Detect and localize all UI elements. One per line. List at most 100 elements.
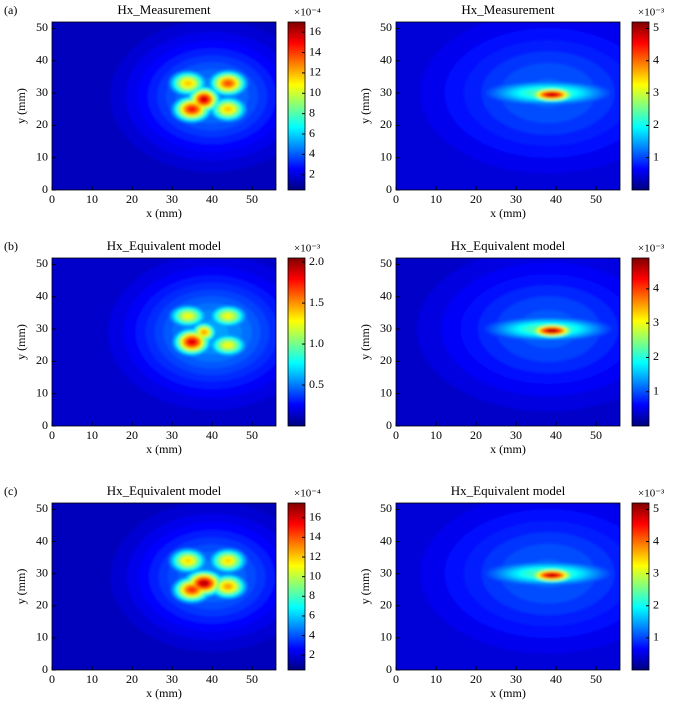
plot-frame [51,21,277,191]
y-tick-label: 0 [42,662,48,676]
colorbar-tick-label: 4 [653,53,659,67]
plot-frame [51,502,277,671]
colorbar-tick-label: 1 [653,383,659,397]
heatmap [396,503,620,670]
chart-title: Hx_Measurement [461,2,555,17]
colorbar-tick-label: 1.0 [309,336,324,350]
colorbar-tick-label: 2 [653,117,659,131]
heatmap-contour [550,94,554,96]
colorbar-tick-label: 4 [653,281,659,295]
chart-title: Hx_Equivalent model [107,238,222,253]
heatmap-contour [189,588,195,592]
x-tick-label: 30 [166,672,178,686]
x-axis-label: x (mm) [490,206,526,220]
x-tick-label: 30 [510,192,522,206]
x-tick-label: 10 [430,428,442,442]
heatmap [396,22,620,190]
heatmap-contour [186,82,190,85]
y-tick-label: 40 [380,53,392,67]
heatmap-contour [202,98,206,101]
colorbar-tick-label: 12 [309,65,321,79]
y-tick-label: 20 [36,598,48,612]
chart-title: Hx_Measurement [117,2,211,17]
y-axis-label: y (mm) [14,324,28,360]
colorbar-tick-label: 4 [309,627,315,641]
y-tick-label: 10 [380,149,392,163]
colorbar-tick-label: 3 [653,85,659,99]
colorbar [631,257,650,427]
colorbar-tick-label: 16 [309,24,321,38]
y-tick-label: 30 [380,565,392,579]
y-tick-label: 0 [386,662,392,676]
colorbar-tick-label: 2 [653,598,659,612]
x-tick-label: 40 [550,192,562,206]
heatmap [52,503,276,670]
y-tick-label: 0 [386,182,392,196]
x-tick-label: 40 [206,192,218,206]
y-tick-label: 50 [380,256,392,270]
x-tick-label: 20 [470,192,482,206]
colorbar-tick-label: 0.5 [309,377,324,391]
colorbar-tick-label: 1 [653,630,659,644]
chart: 0 10 20 30 40 50 0 10 20 30 40 50 x (mm) y (mm) Hx_Mea… [4,2,321,220]
chart-title: Hx_Equivalent model [451,483,566,498]
heatmap-contour [550,330,554,332]
chart: 0 10 20 30 40 50 0 10 20 30 40 50 x (mm) y (mm) Hx_Mea… [358,2,665,220]
x-tick-label: 50 [590,672,602,686]
y-axis-label: y (mm) [358,324,372,360]
y-tick-label: 30 [36,565,48,579]
y-tick-label: 30 [36,85,48,99]
y-tick-label: 0 [42,418,48,432]
y-tick-label: 10 [36,149,48,163]
panel-label: (c) [4,484,17,498]
heatmap-contour [186,559,190,562]
x-tick-label: 0 [49,428,55,442]
x-tick-label: 30 [166,192,178,206]
colorbar-scale-label: ×10⁻³ [294,243,321,255]
colorbar-tick-label: 2 [653,349,659,363]
y-tick-label: 20 [380,598,392,612]
x-tick-label: 0 [393,428,399,442]
colorbar-tick-label: 16 [309,509,321,523]
y-tick-label: 50 [380,20,392,34]
x-tick-label: 0 [49,192,55,206]
x-axis-label: x (mm) [146,442,182,456]
x-tick-label: 30 [166,428,178,442]
y-tick-label: 30 [36,321,48,335]
chart: 0 10 20 30 40 50 0 10 20 30 40 50 x (mm) y (mm) Hx_Equ… [4,238,324,456]
y-axis-label: y (mm) [14,88,28,124]
heatmap-contour [226,315,230,318]
y-tick-label: 50 [36,256,48,270]
heatmap-contour [202,331,206,334]
colorbar-tick-label: 2 [309,166,315,180]
colorbar-tick-label: 1 [653,149,659,163]
colorbar-tick-label: 14 [309,44,321,58]
y-tick-label: 10 [380,630,392,644]
colorbar-tick-label: 2.0 [309,254,324,268]
x-tick-label: 10 [86,428,98,442]
y-tick-label: 50 [36,20,48,34]
y-tick-label: 40 [36,533,48,547]
x-tick-label: 10 [86,672,98,686]
colorbar-tick-label: 4 [309,146,315,160]
x-tick-label: 10 [430,672,442,686]
colorbar-tick-label: 5 [653,20,659,34]
colorbar-tick-label: 3 [653,315,659,329]
colorbar-tick-label: 2 [309,647,315,661]
colorbar-scale-label: ×10⁻⁴ [294,488,321,500]
x-tick-label: 50 [246,192,258,206]
heatmap-contour [226,82,230,85]
y-tick-label: 50 [380,501,392,515]
x-tick-label: 40 [550,672,562,686]
x-axis-label: x (mm) [146,686,182,700]
x-tick-label: 0 [49,672,55,686]
x-tick-label: 10 [430,192,442,206]
colorbar-tick-label: 6 [309,608,315,622]
colorbar-tick-label: 3 [653,565,659,579]
y-tick-label: 0 [42,182,48,196]
colorbar-tick-label: 12 [309,549,321,563]
y-tick-label: 40 [380,289,392,303]
heatmap [52,22,276,190]
colorbar-tick-label: 8 [309,105,315,119]
x-tick-label: 50 [246,672,258,686]
